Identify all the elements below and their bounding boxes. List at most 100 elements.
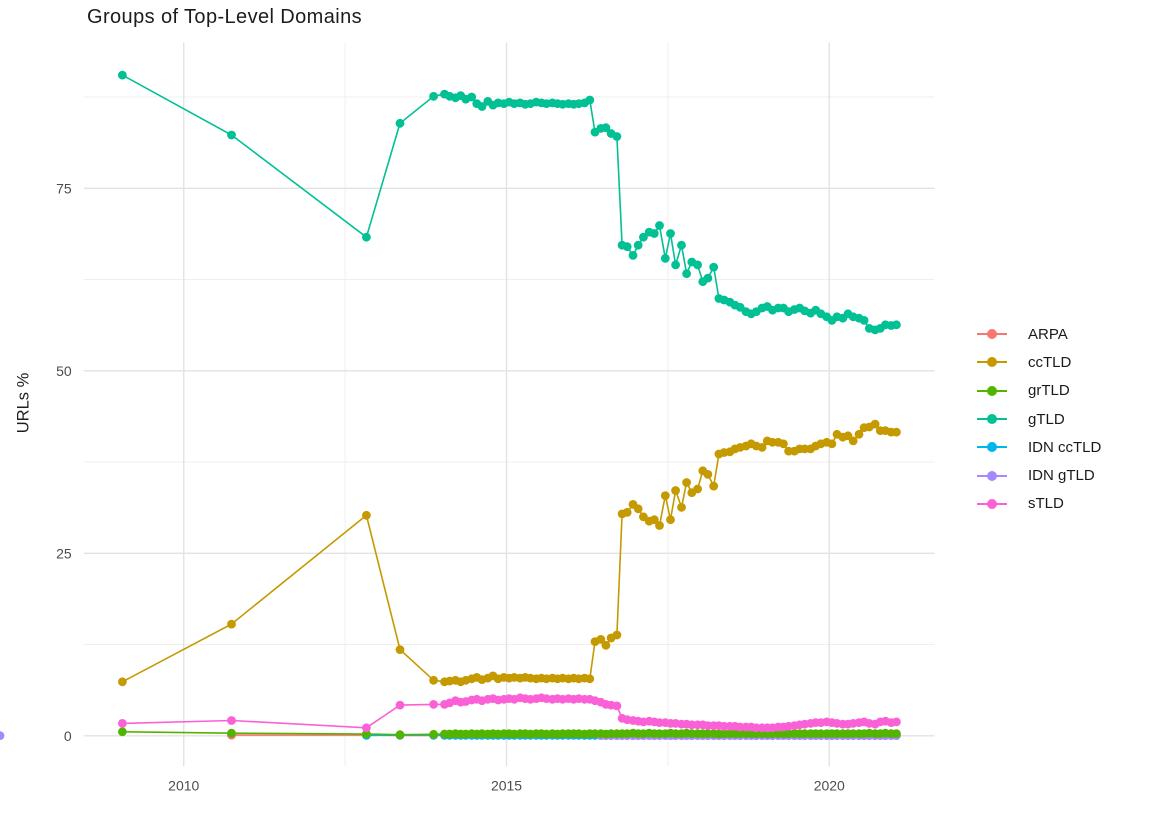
data-point [892, 320, 901, 330]
x-tick-label: 2015 [491, 777, 522, 793]
data-point [848, 436, 858, 446]
legend-item-idn-cctld: IDN ccTLD [976, 433, 1101, 461]
data-point [601, 123, 611, 133]
data-point [709, 262, 719, 272]
data-point [693, 484, 702, 494]
data-point [612, 630, 622, 640]
data-point [0, 731, 5, 740]
legend-key-icon [977, 329, 1007, 340]
legend-item-gtld: gTLD [976, 405, 1101, 433]
data-point [227, 716, 236, 725]
data-point [429, 91, 438, 101]
data-point [854, 429, 864, 439]
series-gtld [118, 70, 901, 335]
data-point [227, 130, 236, 140]
data-point [693, 260, 702, 270]
legend-key-icon [977, 470, 1007, 481]
data-point [596, 635, 606, 644]
data-point [477, 102, 487, 111]
x-tick-label: 2020 [814, 777, 845, 793]
data-point [655, 221, 664, 230]
legend-key-icon [977, 498, 1007, 509]
legend-label: sTLD [1028, 495, 1064, 513]
data-point [649, 515, 659, 525]
chart-title: Groups of Top-Level Domains [87, 6, 363, 28]
data-point [655, 521, 664, 530]
data-point [660, 254, 670, 263]
legend-item-arpa: ARPA [976, 320, 1101, 348]
series-grtld [118, 727, 901, 740]
data-point [467, 92, 477, 102]
data-point [628, 251, 638, 260]
data-point [633, 504, 643, 514]
data-point [639, 232, 648, 242]
data-point [395, 118, 405, 128]
data-point [362, 729, 371, 739]
legend-label: ccTLD [1028, 353, 1072, 371]
data-point [671, 486, 680, 495]
data-point [585, 95, 595, 105]
data-point [118, 727, 127, 737]
data-point [622, 508, 632, 517]
data-point [118, 677, 127, 687]
data-point [585, 674, 595, 684]
data-point [677, 240, 686, 250]
data-point [395, 700, 405, 710]
data-point [649, 229, 659, 238]
data-point [703, 273, 713, 283]
data-point [429, 729, 438, 739]
gridlines-minor [83, 42, 935, 767]
y-tick-label: 0 [64, 728, 72, 744]
data-point [666, 515, 675, 525]
data-point [682, 269, 691, 279]
y-tick-label: 50 [56, 363, 72, 379]
data-point [227, 728, 236, 738]
data-point [118, 70, 127, 80]
legend-label: gTLD [1028, 410, 1065, 428]
data-point [779, 439, 788, 449]
series-line [122, 74, 897, 331]
series-cctld [118, 419, 901, 687]
data-point [703, 470, 713, 479]
legend-item-cctld: ccTLD [976, 348, 1101, 376]
legend-label: grTLD [1028, 382, 1070, 400]
legend-key-icon [977, 442, 1007, 453]
legend-key-icon [977, 385, 1007, 396]
data-point [362, 510, 371, 520]
data-point [892, 427, 901, 437]
data-point [118, 719, 127, 728]
data-point [827, 439, 837, 449]
data-point [612, 132, 622, 141]
legend-label: IDN gTLD [1028, 467, 1095, 485]
series-stld [118, 693, 901, 733]
y-tick-label: 25 [56, 545, 72, 561]
y-axis-labels: 0 25 50 75 [56, 180, 72, 744]
data-point [227, 619, 236, 629]
data-point [395, 730, 405, 740]
data-point [677, 502, 686, 512]
data-point [633, 240, 643, 250]
data-point [612, 701, 622, 711]
x-axis-labels: 2010 2015 2020 [168, 777, 845, 793]
data-point [666, 229, 675, 238]
legend-key-icon [977, 357, 1007, 368]
legend-item-grtld: grTLD [976, 377, 1101, 405]
y-tick-label: 75 [56, 180, 72, 196]
legend-label: IDN ccTLD [1028, 438, 1102, 456]
gridlines-major [83, 42, 935, 767]
data-point [429, 675, 438, 685]
legend: ARPA ccTLD grTLD gTLD IDN ccTLD IDN gTLD sTLD [976, 320, 1101, 518]
data-point [362, 723, 371, 733]
data-point [622, 242, 632, 252]
data-point [682, 478, 691, 487]
data-point [671, 260, 680, 270]
legend-key-icon [977, 414, 1007, 425]
data-point [757, 443, 767, 452]
data-point [892, 729, 901, 738]
data-point [601, 640, 611, 650]
data-point [870, 419, 880, 429]
data-point [660, 491, 670, 500]
data-point [709, 481, 719, 491]
